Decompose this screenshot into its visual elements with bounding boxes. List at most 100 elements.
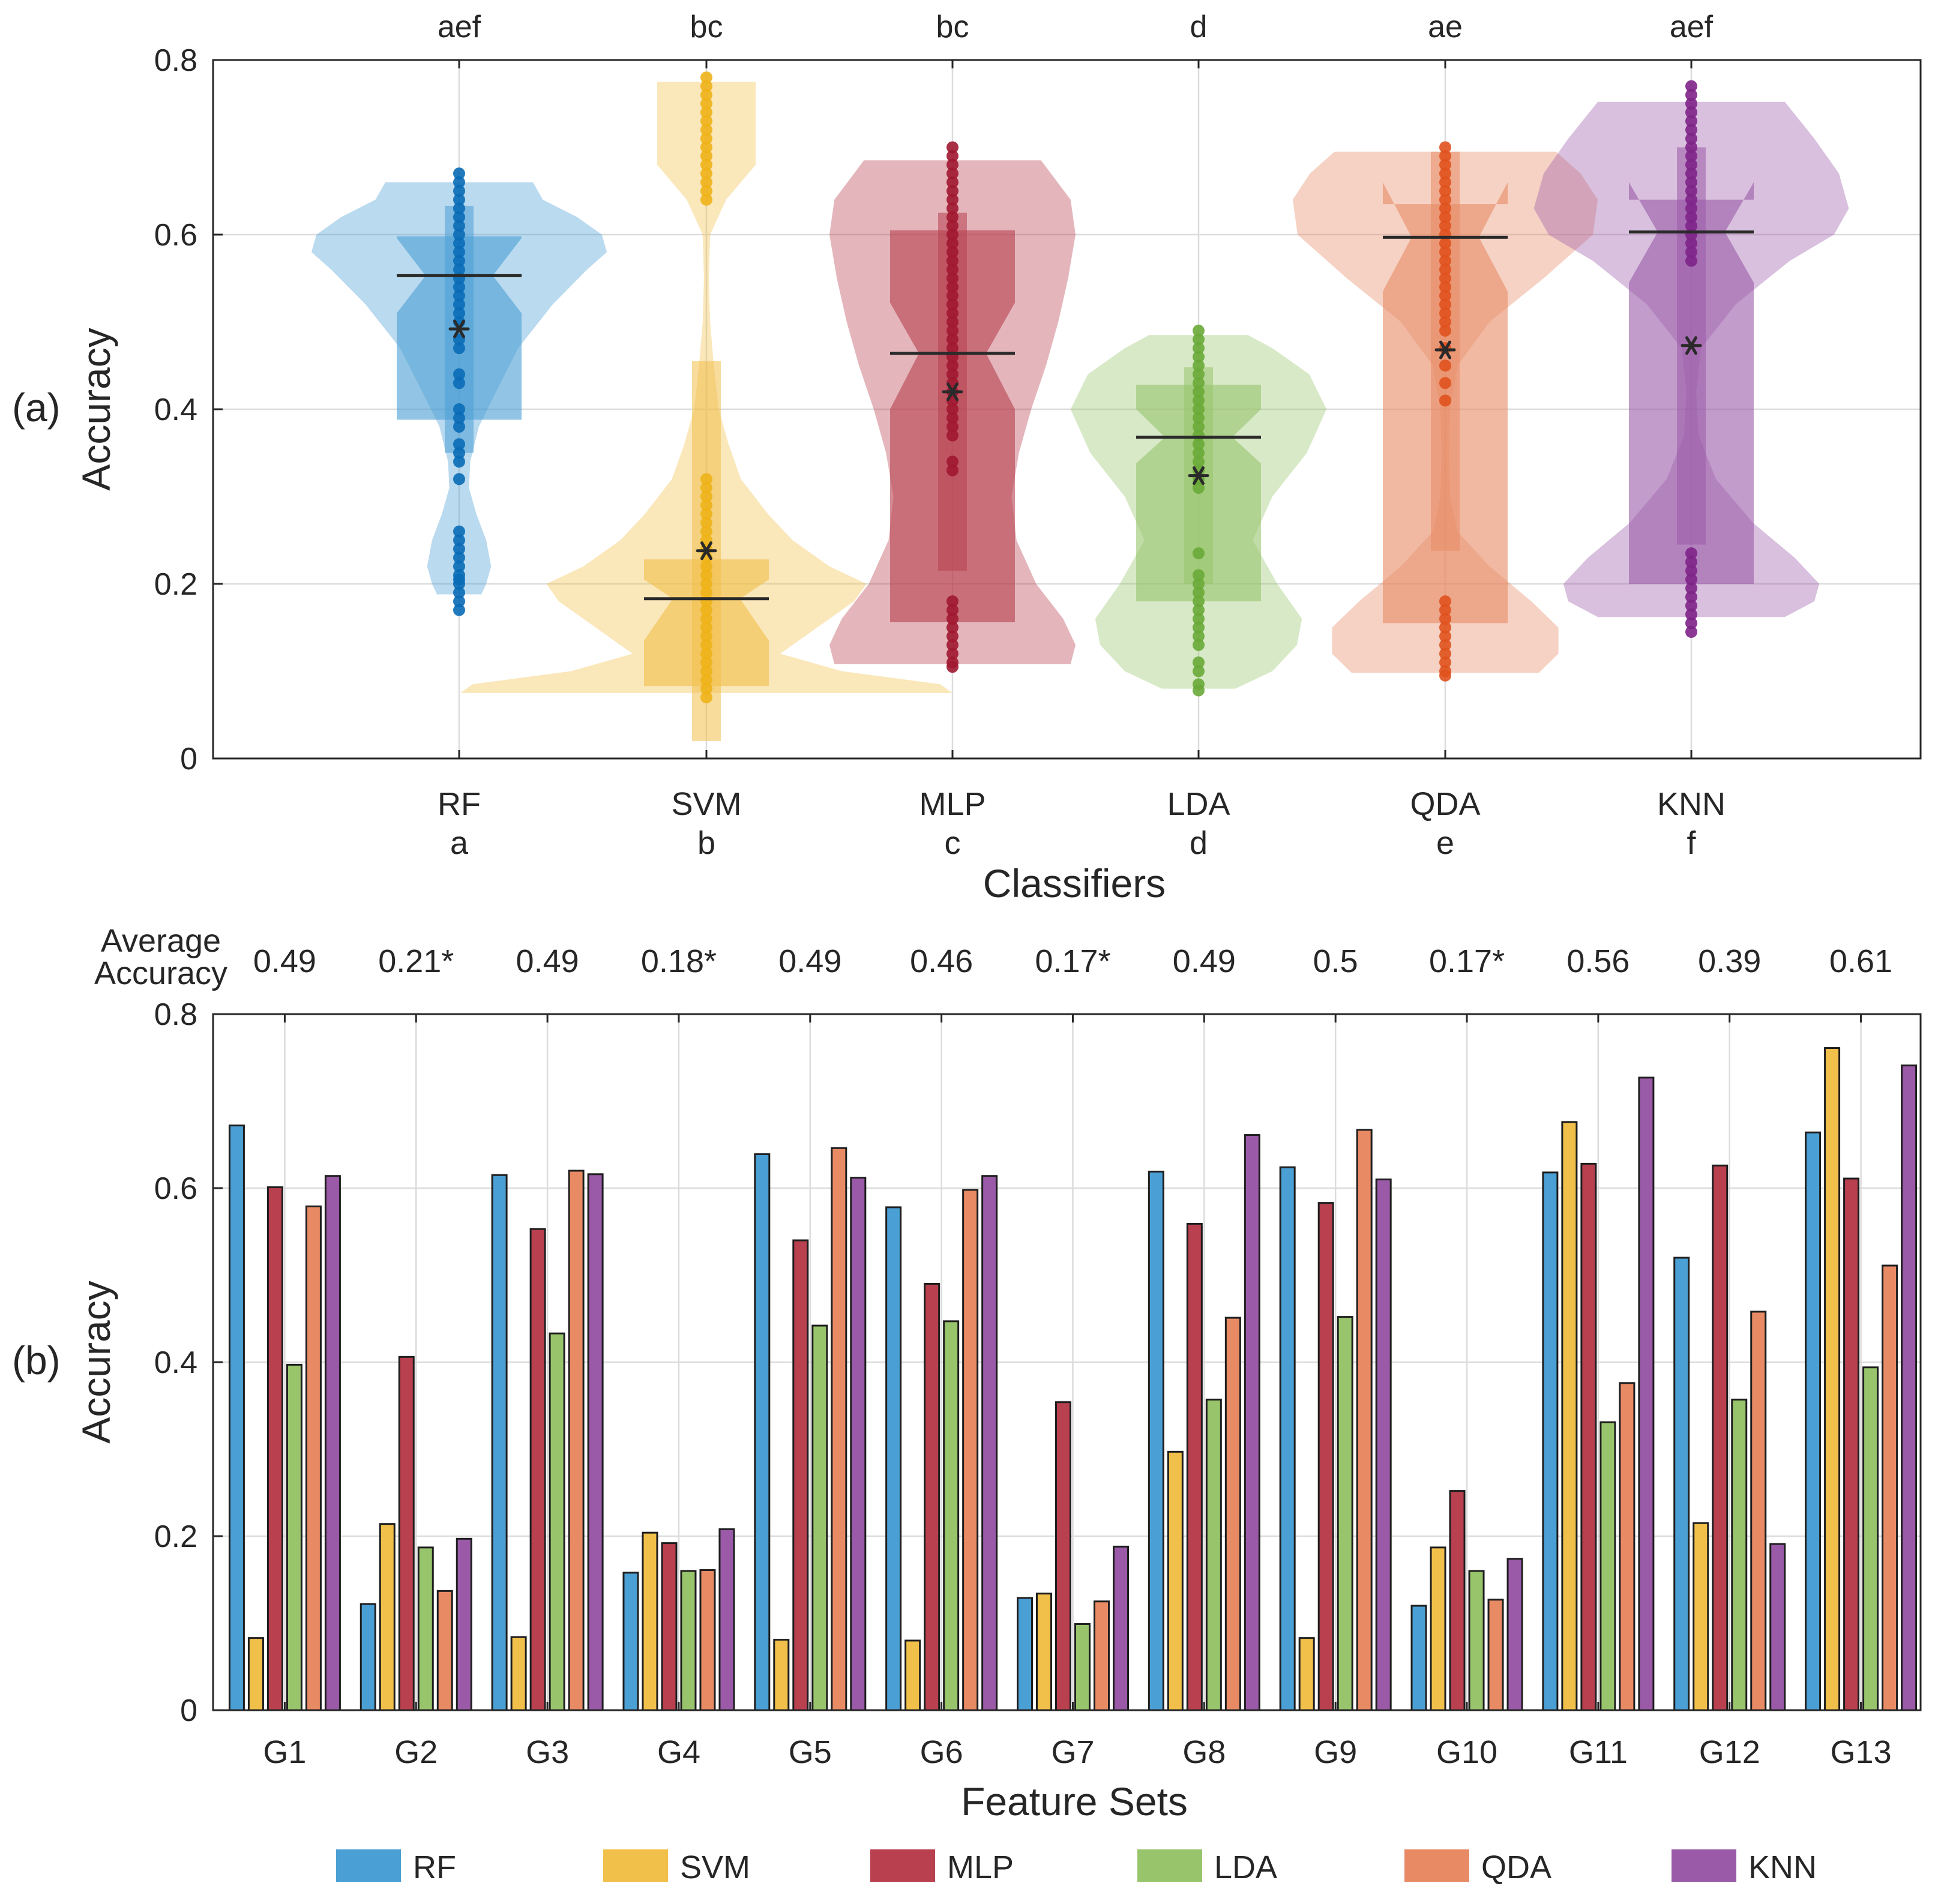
bar-group-g3 <box>491 1170 604 1711</box>
feature-set-label-g10: G10 <box>1436 1734 1497 1770</box>
bar-g4-mlp <box>661 1542 678 1711</box>
data-point-qda <box>1439 158 1451 171</box>
bar-group-g6 <box>885 1175 998 1711</box>
bar-g7-svm <box>1036 1593 1052 1711</box>
data-point-mlp <box>946 246 958 259</box>
bar-g10-mlp <box>1449 1490 1466 1711</box>
data-point-mlp <box>946 342 958 355</box>
legend-item-lda: LDA <box>1137 1849 1277 1885</box>
data-point-qda <box>1439 289 1451 302</box>
bar-g9-svm <box>1298 1637 1315 1711</box>
legend-swatch-mlp <box>870 1849 935 1882</box>
data-point-lda <box>1193 455 1205 468</box>
bar-g7-qda <box>1094 1600 1110 1711</box>
data-point-svm <box>700 97 712 110</box>
data-point-lda <box>1193 656 1205 668</box>
average-accuracy-g3: 0.49 <box>516 943 579 979</box>
legend-swatch-knn <box>1672 1849 1736 1882</box>
data-point-lda <box>1193 481 1205 494</box>
bar-group-g2 <box>360 1356 472 1711</box>
data-point-lda <box>1193 359 1205 372</box>
data-point-rf <box>453 377 465 389</box>
panel-b-y-ticks: 0 0.2 0.4 0.6 0.8 <box>154 997 1862 1728</box>
bar-g12-qda <box>1750 1311 1767 1711</box>
data-point-rf <box>453 202 465 215</box>
data-point-knn <box>1685 185 1697 197</box>
bar-g13-knn <box>1901 1065 1918 1711</box>
bar-g6-rf <box>885 1206 902 1711</box>
data-point-lda <box>1193 613 1205 625</box>
data-point-qda <box>1439 254 1451 267</box>
data-point-knn <box>1685 211 1697 223</box>
panel-a-x-axis-title: Classifiers <box>983 861 1166 905</box>
data-point-lda <box>1193 325 1205 337</box>
data-point-svm <box>700 665 712 677</box>
data-point-svm <box>700 481 712 494</box>
category-letter-mlp: c <box>945 825 961 861</box>
bar-g10-lda <box>1468 1570 1485 1711</box>
data-point-rf <box>453 368 465 380</box>
bar-g8-rf <box>1148 1170 1164 1711</box>
legend-item-knn: KNN <box>1672 1849 1817 1885</box>
bar-g1-mlp <box>266 1186 283 1711</box>
data-point-mlp <box>946 229 958 241</box>
panel-b-bars <box>228 1047 1918 1711</box>
feature-set-label-g8: G8 <box>1182 1734 1226 1770</box>
data-point-svm <box>700 106 712 119</box>
data-point-lda <box>1193 678 1205 691</box>
data-point-mlp <box>946 289 958 302</box>
bar-group-g10 <box>1410 1490 1523 1711</box>
feature-set-label-g13: G13 <box>1831 1734 1892 1770</box>
bar-g4-svm <box>642 1531 658 1711</box>
average-accuracy-g12: 0.39 <box>1698 943 1761 979</box>
panel-b-y-tick-label: 0.8 <box>154 997 197 1032</box>
data-point-svm <box>700 647 712 660</box>
category-letter-knn: f <box>1687 825 1696 861</box>
panel-a-marks <box>311 71 1849 741</box>
data-point-knn <box>1685 556 1697 568</box>
bar-group-g13 <box>1805 1047 1918 1711</box>
significance-letters-lda: d <box>1190 10 1208 44</box>
data-point-lda <box>1193 621 1205 634</box>
data-point-lda <box>1193 446 1205 459</box>
bar-g6-knn <box>981 1175 998 1711</box>
panel-a-significance-labels: aef bc bc d ae aef <box>438 10 1714 44</box>
significance-letters-mlp: bc <box>936 10 969 44</box>
data-point-rf <box>453 586 465 599</box>
data-point-lda <box>1193 638 1205 651</box>
mean-marker-lda <box>1188 466 1209 485</box>
average-accuracy-g8: 0.49 <box>1173 943 1236 979</box>
data-point-rf <box>453 254 465 267</box>
data-point-mlp <box>946 263 958 276</box>
bar-g10-svm <box>1430 1546 1446 1711</box>
legend-label-svm: SVM <box>680 1849 750 1885</box>
data-point-rf <box>453 220 465 232</box>
bar-g3-lda <box>549 1332 565 1711</box>
data-point-rf <box>453 473 465 485</box>
data-point-svm <box>700 691 712 704</box>
category-label-rf: RF <box>438 786 481 822</box>
data-point-qda <box>1439 220 1451 232</box>
data-point-rf <box>453 281 465 293</box>
data-point-knn <box>1685 617 1697 629</box>
bar-g11-lda <box>1599 1421 1616 1711</box>
bar-g1-qda <box>305 1205 322 1711</box>
data-point-knn <box>1685 547 1697 560</box>
mean-marker-rf <box>448 319 470 338</box>
bar-g6-mlp <box>924 1283 940 1711</box>
data-point-lda <box>1193 438 1205 451</box>
bar-g2-knn <box>456 1537 472 1711</box>
data-point-svm <box>700 604 712 616</box>
data-point-qda <box>1439 150 1451 163</box>
data-point-qda <box>1439 394 1451 407</box>
average-accuracy-g7: 0.17* <box>1035 943 1110 979</box>
violin-group-rf <box>311 167 607 616</box>
data-point-svm <box>700 560 712 572</box>
bar-g8-knn <box>1244 1134 1260 1711</box>
significance-letters-svm: bc <box>690 10 723 44</box>
data-point-qda <box>1439 237 1451 250</box>
legend-swatch-qda <box>1404 1849 1469 1882</box>
bar-g2-mlp <box>398 1356 415 1711</box>
bar-g8-svm <box>1167 1450 1184 1711</box>
panel-a-y-ticks: 0 0.2 0.4 0.6 0.8 <box>154 43 1693 776</box>
